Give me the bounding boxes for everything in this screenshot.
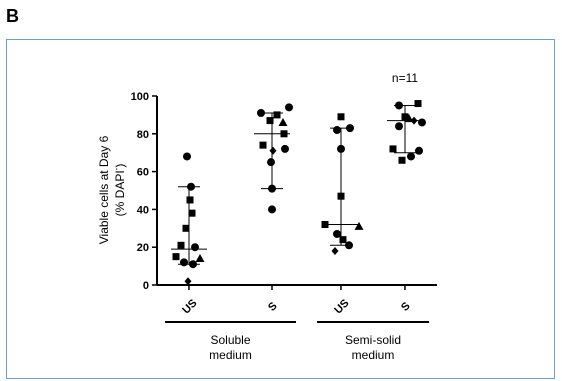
group-label-line2: medium [352, 348, 395, 362]
data-point-circle [407, 152, 415, 161]
data-point-circle [187, 182, 195, 191]
figure-frame: 0 20 40 60 80 100 Viable cells at Day 6 (% DAPI… [6, 39, 555, 379]
y-axis-title-line1: Viable cells at Day 6 [97, 135, 111, 244]
data-point-circle [268, 184, 276, 193]
data-point-square [337, 192, 345, 200]
chart-plot: 0 20 40 60 80 100 Viable cells at Day 6 (% DAPI… [97, 71, 437, 362]
y-axis-title-line2: (% DAPI-) [112, 164, 127, 217]
data-point-circle [257, 109, 265, 118]
data-point-circle [346, 124, 354, 133]
data-point-square [401, 113, 409, 121]
data-point-circle [345, 241, 353, 250]
data-point-diamond [184, 277, 192, 286]
y-tick-label: 40 [137, 204, 149, 216]
data-point-square [182, 224, 190, 232]
data-point-circle [333, 126, 341, 135]
data-point-square [259, 141, 267, 149]
group-label-line2: medium [209, 348, 252, 362]
data-point-circle [333, 229, 341, 238]
data-point-circle [281, 144, 289, 153]
data-point-diamond [331, 246, 339, 255]
data-point-square [280, 130, 288, 138]
data-point-square [177, 241, 185, 249]
data-point-circle [180, 258, 188, 267]
data-point-square [339, 236, 347, 244]
panel-letter: B [6, 6, 19, 26]
x-category-label: S [399, 300, 413, 314]
y-tick-label: 20 [137, 242, 149, 254]
data-point-circle [395, 122, 403, 131]
data-point-circle [337, 144, 345, 153]
data-point-square [337, 113, 345, 121]
x-category-label: US [180, 297, 199, 316]
group-label-line1: Soluble [210, 333, 250, 347]
data-point-square [188, 209, 196, 217]
group-label-line1: Semi-solid [345, 333, 401, 347]
data-point-triangle [195, 254, 205, 263]
data-point-square [389, 145, 397, 153]
data-point-square [398, 156, 406, 164]
data-point-circle [418, 118, 426, 127]
data-point-square [321, 221, 329, 229]
data-point-circle [189, 260, 197, 269]
data-point-square [186, 196, 194, 204]
sample-size-annotation: n=11 [392, 71, 418, 85]
data-point-square [266, 117, 274, 125]
data-point-circle [267, 158, 275, 167]
x-category-label: US [332, 297, 351, 316]
data-point-circle [395, 101, 403, 110]
data-point-diamond [269, 146, 277, 155]
y-tick-label: 100 [131, 91, 149, 103]
data-point-circle [268, 205, 276, 214]
x-category-label: S [266, 300, 280, 314]
data-point-square [414, 100, 422, 108]
y-tick-label: 0 [143, 280, 149, 292]
data-point-diamond [410, 116, 418, 125]
data-point-circle [183, 152, 191, 161]
data-point-square [172, 253, 180, 261]
y-tick-label: 80 [137, 129, 149, 141]
data-point-triangle [354, 221, 364, 230]
data-point-circle [415, 146, 423, 155]
data-point-triangle [278, 117, 288, 126]
data-point-square [273, 111, 281, 119]
data-point-circle [285, 103, 293, 112]
data-point-circle [191, 243, 199, 252]
y-tick-label: 60 [137, 167, 149, 179]
